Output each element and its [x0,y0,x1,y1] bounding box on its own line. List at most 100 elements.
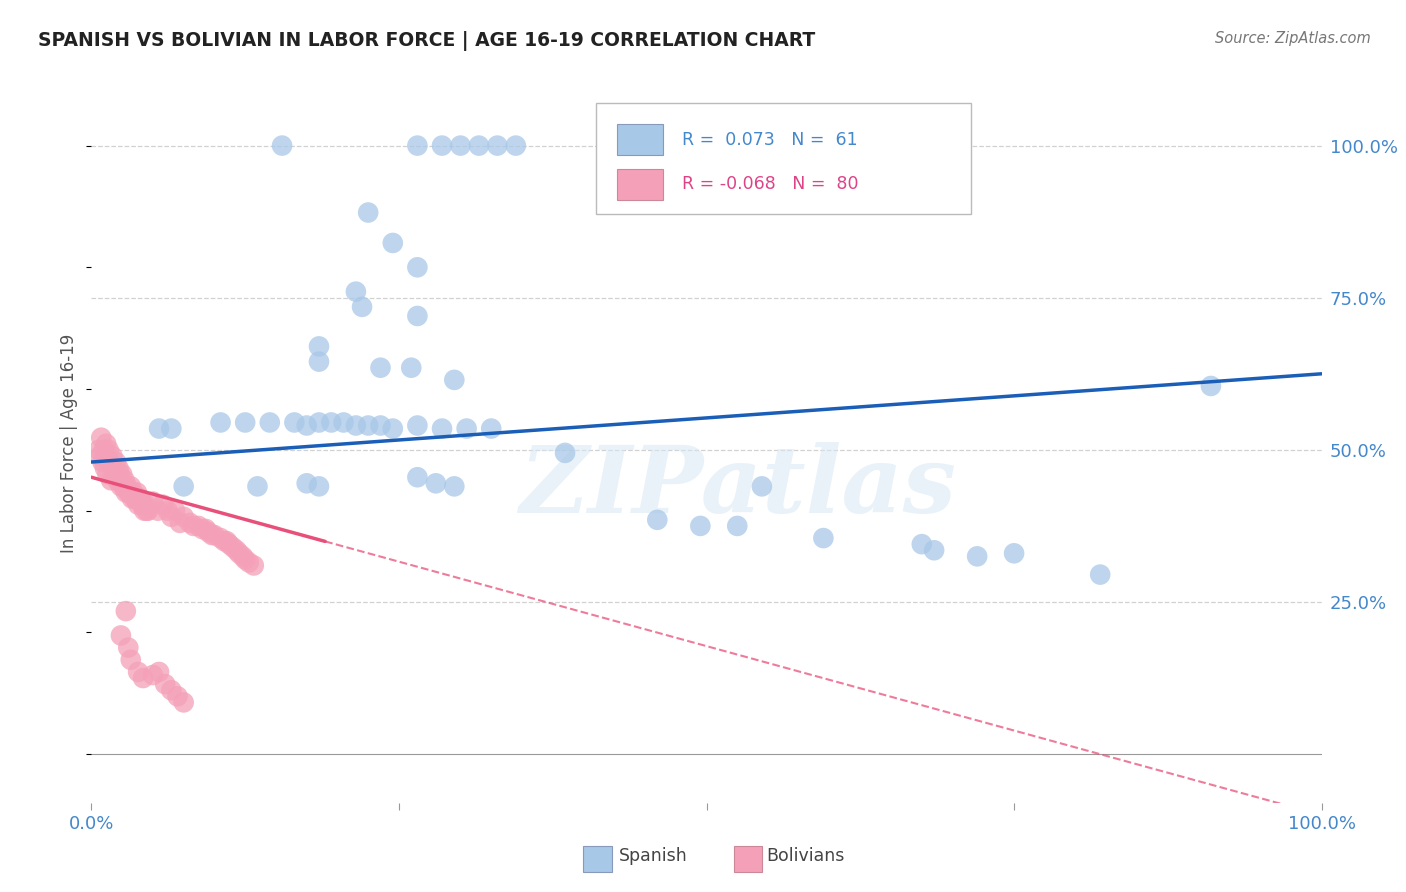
Point [486,138,509,153]
Point [218,537,240,551]
Point [443,479,465,493]
Point [1199,379,1222,393]
Point [160,683,183,698]
Point [406,418,429,433]
Point [209,531,232,545]
Point [443,373,465,387]
Point [225,543,247,558]
Point [966,549,988,564]
Point [96,467,118,482]
Point [222,540,245,554]
Point [554,446,576,460]
Point [201,528,224,542]
Point [118,485,141,500]
Y-axis label: In Labor Force | Age 16-19: In Labor Force | Age 16-19 [60,334,79,553]
Point [160,421,183,435]
Point [117,485,139,500]
Point [352,300,374,314]
Point [922,543,945,558]
Point [87,442,110,457]
Point [344,418,367,433]
Point [163,504,186,518]
Point [127,498,149,512]
Point [228,546,250,560]
Point [156,504,179,518]
Point [259,416,281,430]
Point [194,522,217,536]
Point [142,668,165,682]
Point [813,531,835,545]
Text: Spanish: Spanish [619,847,688,865]
Point [357,205,380,219]
FancyBboxPatch shape [617,169,664,200]
Point [104,467,127,482]
Point [308,354,330,368]
Point [122,485,145,500]
Point [295,418,318,433]
Point [911,537,934,551]
Point [295,476,318,491]
Point [115,479,138,493]
Text: SPANISH VS BOLIVIAN IN LABOR FORCE | AGE 16-19 CORRELATION CHART: SPANISH VS BOLIVIAN IN LABOR FORCE | AGE… [38,31,815,51]
Point [399,360,422,375]
Point [381,235,404,250]
Point [132,671,155,685]
Point [114,604,138,618]
Point [370,418,392,433]
Point [114,473,136,487]
Point [146,504,169,518]
Point [212,534,235,549]
Point [246,479,269,493]
Text: Source: ZipAtlas.com: Source: ZipAtlas.com [1215,31,1371,46]
FancyBboxPatch shape [617,124,664,155]
Point [232,549,254,564]
Point [468,138,491,153]
Point [209,416,232,430]
Point [110,479,132,493]
Text: Bolivians: Bolivians [766,847,845,865]
Point [153,677,177,691]
Point [160,509,183,524]
Point [128,491,150,506]
Point [308,416,330,430]
Point [89,449,111,463]
Point [131,498,153,512]
Point [187,519,209,533]
Point [148,665,170,679]
Point [689,519,711,533]
Point [134,504,156,518]
Point [173,509,195,524]
Point [107,461,129,475]
Text: R = -0.068   N =  80: R = -0.068 N = 80 [682,176,859,194]
Point [271,138,294,153]
Point [110,628,132,642]
Point [430,421,453,435]
Point [91,455,114,469]
Point [1002,546,1025,560]
Point [124,491,146,506]
Point [751,479,773,493]
Point [233,416,256,430]
Point [117,640,139,655]
Point [105,455,127,469]
Point [215,534,238,549]
Point [425,476,447,491]
Point [242,558,264,573]
Point [645,513,669,527]
Point [94,461,117,475]
Point [173,479,195,493]
Point [197,524,219,539]
Point [505,138,527,153]
Point [96,437,117,451]
Point [183,519,205,533]
Point [100,473,122,487]
Point [135,504,157,518]
FancyBboxPatch shape [596,103,972,214]
Point [381,421,404,435]
Point [103,461,125,475]
Point [111,467,134,482]
Text: R =  0.073   N =  61: R = 0.073 N = 61 [682,130,858,149]
Point [101,449,124,463]
Point [120,653,142,667]
Point [124,491,146,506]
